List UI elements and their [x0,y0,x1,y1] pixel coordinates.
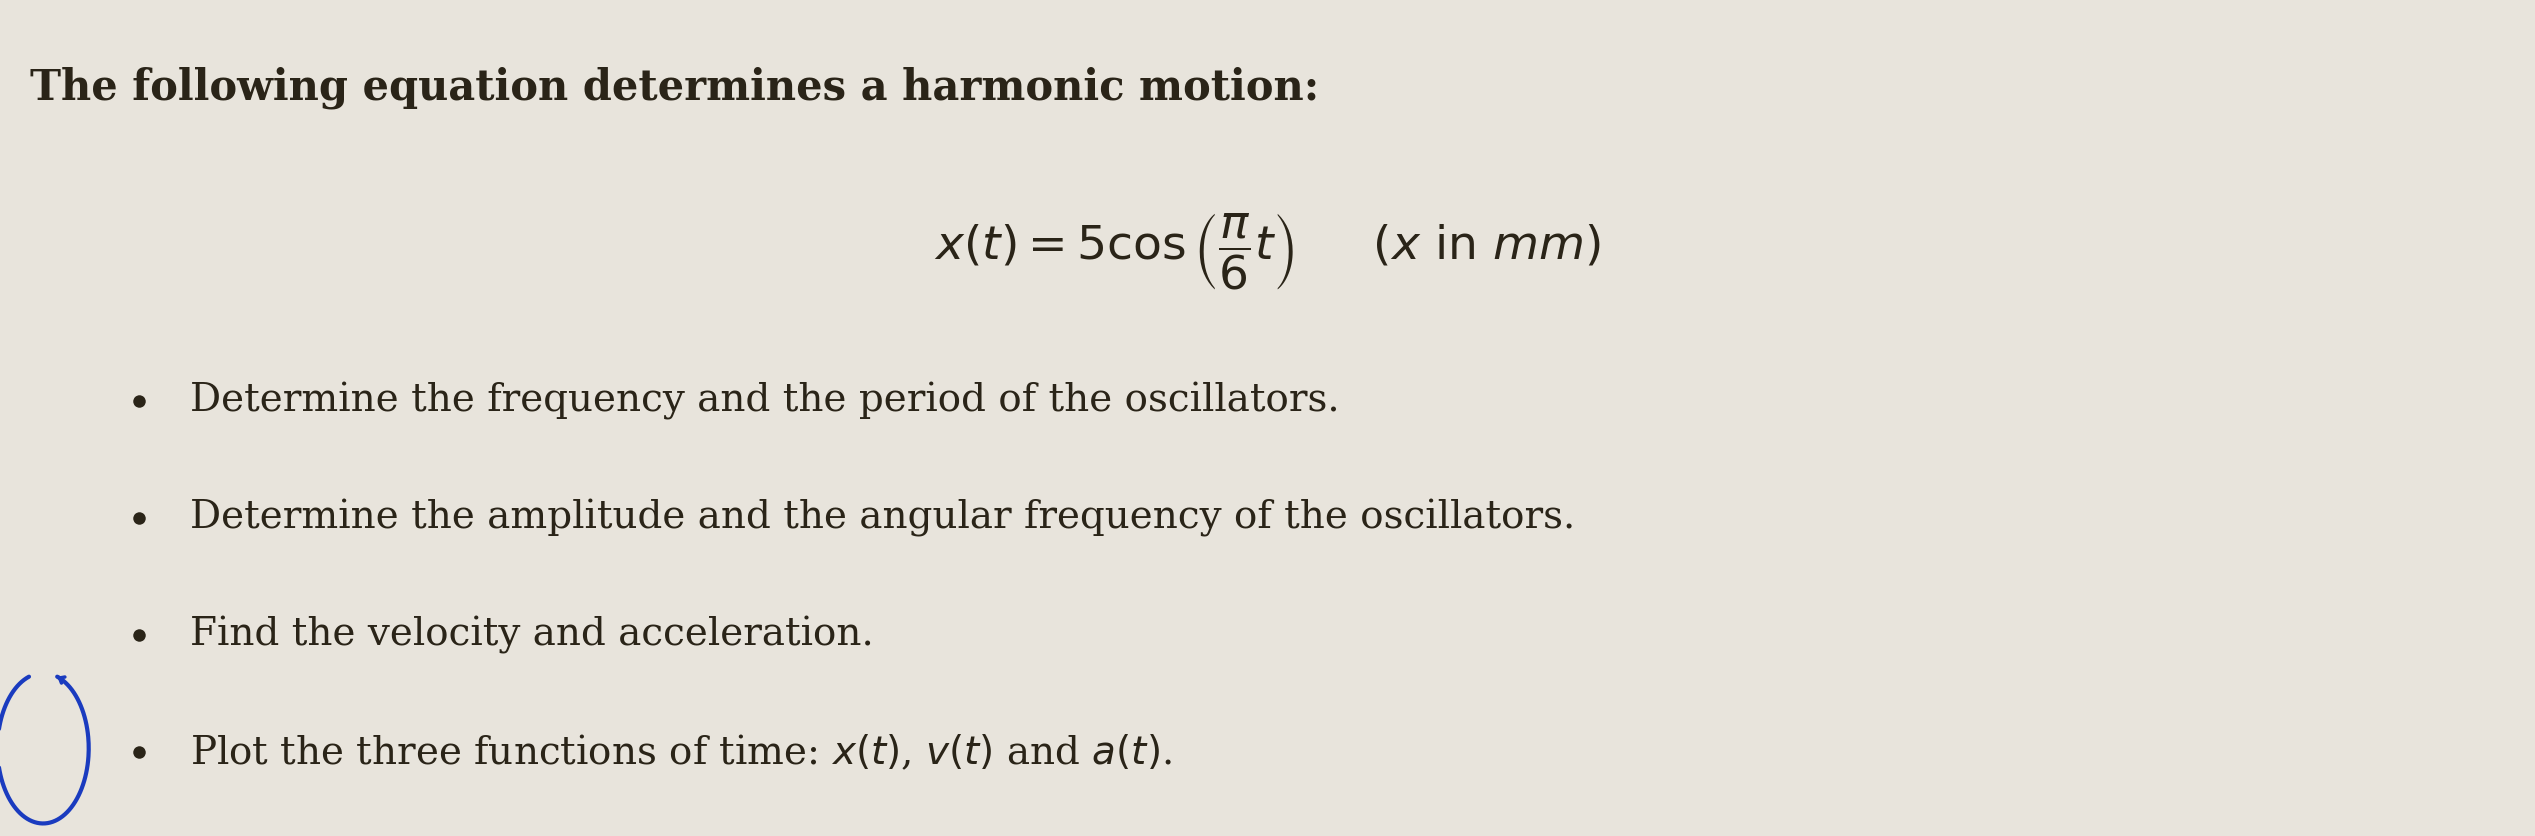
Text: $x(t) = 5\mathrm{cos}\,\left(\dfrac{\pi}{6}t\right)$     $(x\ \mathrm{in}\ \math: $x(t) = 5\mathrm{cos}\,\left(\dfrac{\pi}… [933,211,1602,291]
Text: Determine the amplitude and the angular frequency of the oscillators.: Determine the amplitude and the angular … [190,499,1574,538]
Text: Determine the frequency and the period of the oscillators.: Determine the frequency and the period o… [190,382,1341,421]
Text: Find the velocity and acceleration.: Find the velocity and acceleration. [190,616,875,655]
Text: Plot the three functions of time: $\mathit{x(t)}$, $\mathit{v(t)}$ and $\mathit{: Plot the three functions of time: $\math… [190,732,1171,772]
Text: The following equation determines a harmonic motion:: The following equation determines a harm… [30,67,1321,110]
